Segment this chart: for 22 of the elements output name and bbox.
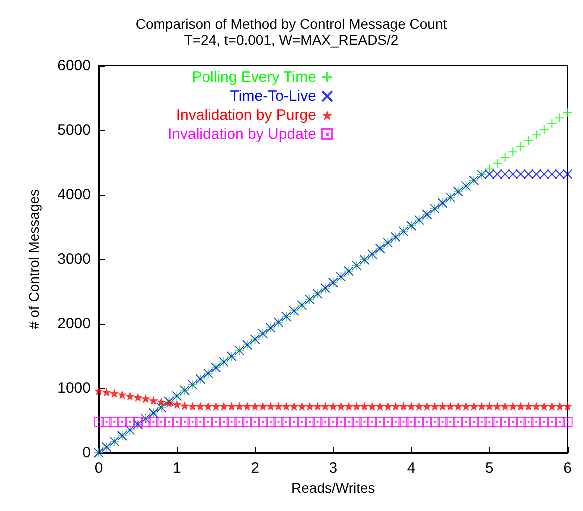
y-axis-title: # of Control Messages (26, 189, 42, 330)
chart-subtitle: T=24, t=0.001, W=MAX_READS/2 (184, 32, 399, 48)
x-tick-label: 4 (407, 460, 416, 477)
y-tick-label: 2000 (58, 316, 91, 332)
legend-label: Invalidation by Purge (176, 107, 316, 124)
x-tick-label: 5 (486, 460, 494, 477)
y-tick-label: 6000 (58, 58, 91, 74)
legend-label: Polling Every Time (192, 69, 316, 86)
x-tick-label: 2 (251, 460, 260, 477)
y-tick-label: 4000 (58, 186, 91, 204)
legend-label: Time-To-Live (230, 88, 316, 105)
chart-title: Comparison of Method by Control Message Count (136, 16, 448, 32)
y-tick-label: 3000 (58, 251, 91, 268)
x-tick-label: 0 (94, 460, 104, 477)
x-tick-label: 3 (329, 460, 338, 477)
y-tick-label: 5000 (58, 122, 91, 139)
x-tick-label: 6 (564, 460, 572, 477)
x-axis-title: Reads/Writes (292, 480, 376, 496)
y-tick-label: 1000 (58, 380, 91, 397)
x-tick-label: 1 (172, 460, 182, 477)
y-tick-label: 0 (82, 444, 91, 462)
legend-label: Invalidation by Update (168, 126, 316, 143)
